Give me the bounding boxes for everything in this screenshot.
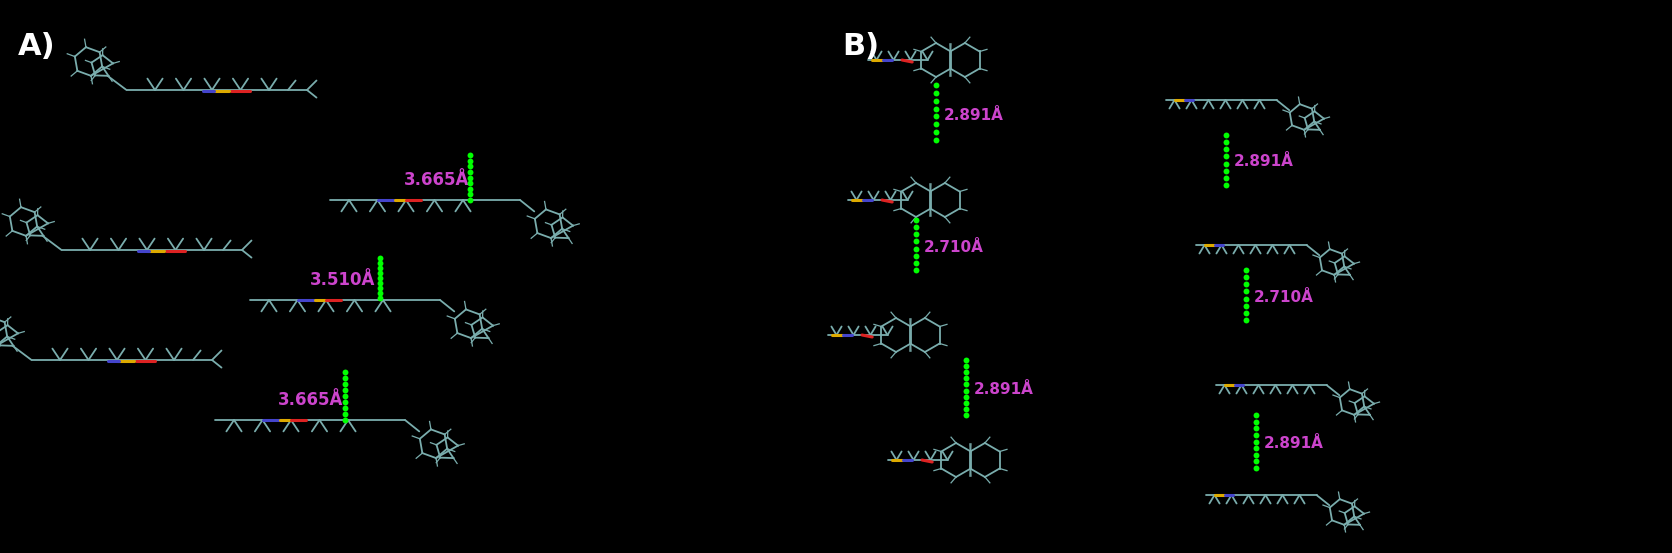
Point [456, 184, 483, 193]
Point [1232, 265, 1259, 274]
Point [923, 120, 950, 129]
Point [456, 168, 483, 176]
Point [366, 254, 393, 263]
Point [903, 265, 930, 274]
Point [331, 368, 358, 377]
Point [456, 173, 483, 182]
Text: 2.710Å: 2.710Å [925, 241, 983, 255]
Point [331, 398, 358, 406]
Point [366, 269, 393, 278]
Point [1242, 437, 1269, 446]
Point [953, 404, 980, 413]
Point [331, 385, 358, 394]
Point [1232, 280, 1259, 289]
Point [456, 196, 483, 205]
Text: 3.510Å: 3.510Å [309, 271, 376, 289]
Point [923, 135, 950, 144]
Point [953, 398, 980, 407]
Point [1212, 145, 1239, 154]
Point [903, 216, 930, 225]
Point [366, 259, 393, 268]
Point [331, 374, 358, 383]
Point [1212, 138, 1239, 147]
Text: 2.891Å: 2.891Å [975, 383, 1033, 398]
Text: 3.665Å: 3.665Å [405, 171, 470, 189]
Point [456, 150, 483, 159]
Text: A): A) [18, 32, 55, 61]
Point [1212, 159, 1239, 168]
Point [1242, 410, 1269, 419]
Point [953, 410, 980, 419]
Point [903, 244, 930, 253]
Point [1212, 166, 1239, 175]
Point [366, 274, 393, 283]
Point [366, 279, 393, 288]
Point [923, 81, 950, 90]
Text: 3.665Å: 3.665Å [278, 391, 343, 409]
Point [953, 362, 980, 371]
Text: 2.891Å: 2.891Å [1264, 436, 1324, 451]
Point [923, 96, 950, 105]
Point [366, 294, 393, 302]
Point [903, 237, 930, 246]
Point [1242, 457, 1269, 466]
Point [456, 156, 483, 165]
Point [456, 179, 483, 187]
Point [1242, 417, 1269, 426]
Point [331, 410, 358, 419]
Point [1232, 309, 1259, 317]
Point [331, 392, 358, 400]
Point [456, 190, 483, 199]
Point [1232, 294, 1259, 303]
Point [1232, 301, 1259, 310]
Point [903, 230, 930, 239]
Point [953, 368, 980, 377]
Point [331, 379, 358, 388]
Point [366, 284, 393, 293]
Point [1212, 131, 1239, 139]
Text: 2.891Å: 2.891Å [945, 107, 1003, 123]
Point [1232, 287, 1259, 296]
Point [1242, 430, 1269, 439]
Point [953, 386, 980, 395]
Point [953, 380, 980, 389]
Point [456, 162, 483, 171]
Point [1242, 463, 1269, 472]
Point [1212, 181, 1239, 190]
Point [366, 289, 393, 298]
Point [953, 392, 980, 401]
Point [1242, 444, 1269, 452]
Point [903, 251, 930, 260]
Point [331, 415, 358, 424]
Point [1212, 174, 1239, 182]
Point [923, 88, 950, 97]
Point [1212, 152, 1239, 161]
Point [1232, 273, 1259, 281]
Point [1242, 450, 1269, 459]
Point [953, 356, 980, 364]
Point [903, 223, 930, 232]
Point [923, 112, 950, 121]
Point [1232, 316, 1259, 325]
Point [331, 404, 358, 413]
Point [923, 104, 950, 113]
Point [903, 258, 930, 267]
Text: 2.891Å: 2.891Å [1234, 154, 1294, 170]
Text: B): B) [843, 32, 879, 61]
Text: 2.710Å: 2.710Å [1254, 290, 1314, 305]
Point [1242, 424, 1269, 432]
Point [366, 264, 393, 273]
Point [923, 128, 950, 137]
Point [953, 374, 980, 383]
